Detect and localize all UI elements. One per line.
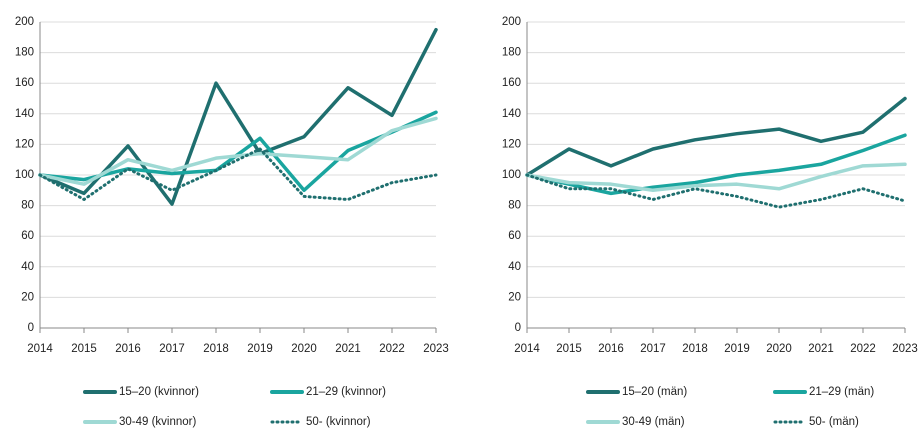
legend-label: 30-49 (män): [622, 416, 685, 428]
x-tick-label: 2019: [247, 343, 273, 355]
x-tick-label: 2016: [115, 343, 141, 355]
y-tick-label: 120: [502, 138, 521, 150]
legend-label: 15–20 (män): [622, 386, 687, 398]
legend-label: 21–29 (kvinnor): [306, 386, 386, 398]
y-tick-label: 20: [508, 291, 521, 303]
y-tick-label: 200: [502, 16, 521, 28]
legend-label: 21–29 (män): [809, 386, 874, 398]
y-tick-label: 80: [21, 200, 34, 212]
x-tick-label: 2014: [514, 343, 540, 355]
x-tick-label: 2019: [724, 343, 750, 355]
series-line: [525, 173, 907, 209]
x-tick-label: 2014: [27, 343, 53, 355]
x-tick-label: 2020: [291, 343, 317, 355]
legend-label: 15–20 (kvinnor): [119, 386, 199, 398]
x-tick-label: 2017: [640, 343, 666, 355]
x-tick-label: 2022: [850, 343, 876, 355]
legend-label: 50- (kvinnor): [306, 416, 371, 428]
y-tick-label: 180: [502, 47, 521, 59]
y-tick-label: 140: [15, 108, 34, 120]
y-tick-label: 0: [515, 322, 521, 334]
y-tick-label: 160: [502, 77, 521, 89]
x-tick-label: 2018: [203, 343, 229, 355]
x-tick-label: 2020: [766, 343, 792, 355]
x-tick-label: 2021: [808, 343, 834, 355]
x-tick-label: 2015: [71, 343, 97, 355]
series-line: [38, 116, 438, 186]
x-tick-label: 2021: [335, 343, 361, 355]
y-tick-label: 40: [21, 261, 34, 273]
x-tick-label: 2018: [682, 343, 708, 355]
y-tick-label: 100: [502, 169, 521, 181]
y-tick-label: 20: [21, 291, 34, 303]
legend-label: 30-49 (kvinnor): [119, 416, 197, 428]
legend-label: 50- (män): [809, 416, 859, 428]
x-tick-label: 2017: [159, 343, 185, 355]
y-tick-label: 200: [15, 16, 34, 28]
y-tick-label: 140: [502, 108, 521, 120]
y-tick-label: 100: [15, 169, 34, 181]
x-tick-label: 2022: [379, 343, 405, 355]
y-tick-label: 80: [508, 200, 521, 212]
x-tick-label: 2015: [556, 343, 582, 355]
y-tick-label: 60: [21, 230, 34, 242]
series-line: [38, 147, 438, 201]
series-line: [38, 27, 438, 206]
series-line: [525, 162, 907, 193]
series-line: [525, 96, 907, 177]
y-tick-label: 180: [15, 47, 34, 59]
y-tick-label: 0: [28, 322, 34, 334]
x-tick-label: 2023: [892, 343, 918, 355]
x-tick-label: 2023: [423, 343, 449, 355]
y-tick-label: 160: [15, 77, 34, 89]
x-tick-label: 2016: [598, 343, 624, 355]
y-tick-label: 120: [15, 138, 34, 150]
y-tick-label: 60: [508, 230, 521, 242]
y-tick-label: 40: [508, 261, 521, 273]
